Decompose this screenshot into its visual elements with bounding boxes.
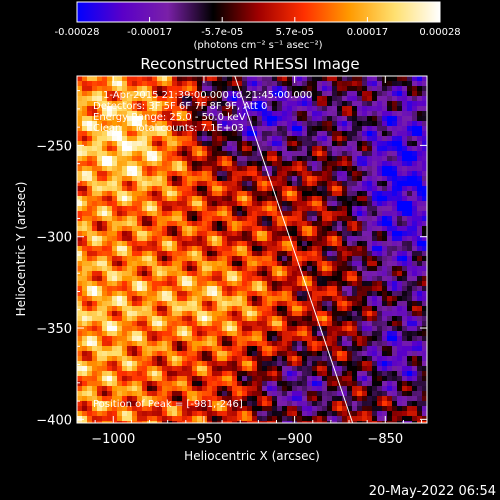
annotation-detectors: Detectors: 3F 5F 6F 7F 8F 9F, Att 0 [93,101,267,112]
plot-timestamp: 20-May-2022 06:54 [369,484,496,499]
annotation-energy-range: Energy Range: 25.0 - 50.0 keV [93,112,246,123]
annotation-time-range: 1-Apr-2015 21:39:00.000 to 21:45:00.000 [103,90,312,101]
x-tick-label: −850 [367,432,403,447]
y-axis-label: Heliocentric Y (arcsec) [14,182,28,317]
colorbar-ticks: -0.00028 -0.00017 -5.7e-05 5.7e-05 0.00017 0.… [55,17,461,38]
y-tick-label: −350 [36,322,72,337]
colorbar-tick-label: -0.00017 [127,27,172,38]
chart-title: Reconstructed RHESSI Image [140,55,359,73]
peak-position-label: Position of Peak = [-981,-246] [93,399,243,410]
x-axis-label: Heliocentric X (arcsec) [184,449,320,463]
colorbar-tick-label: 0.00017 [347,27,388,38]
y-tick-label: −250 [36,139,72,154]
colorbar-tick-label: 5.7e-05 [276,27,314,38]
y-tick-label: −300 [36,231,72,246]
colorbar-tick-label: -0.00028 [55,27,100,38]
annotation-clean-counts: Clean Total counts: 7.1E+03 [93,123,244,134]
plot-area: −1000 −950 −900 −850 −250 −300 −350 −400 [36,75,428,447]
colorbar-tick-label: 0.00028 [419,27,460,38]
x-tick-label: −1000 [91,432,135,447]
colorbar-units-label: (photons cm⁻² s⁻¹ asec⁻²) [193,40,322,51]
colorbar [76,1,441,23]
solar-limb-line [234,76,354,423]
y-tick-label: −400 [36,413,72,428]
colorbar-tick-label: -5.7e-05 [201,27,243,38]
heatmap-image [77,76,427,423]
x-tick-label: −950 [186,432,222,447]
axis-ticks: −1000 −950 −900 −850 −250 −300 −350 −400 [36,76,427,447]
plot-frame [76,75,428,424]
x-tick-label: −900 [277,432,313,447]
